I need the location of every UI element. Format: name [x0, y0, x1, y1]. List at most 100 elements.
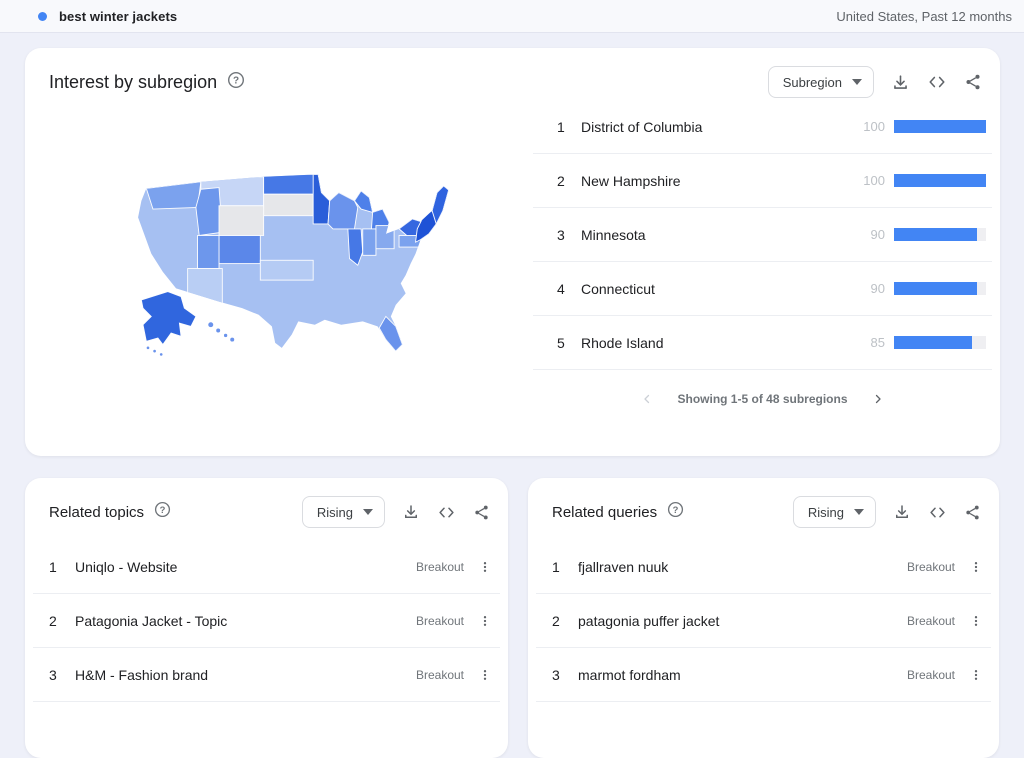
embed-button[interactable] — [927, 73, 947, 91]
sort-value: Rising — [316, 504, 353, 520]
list-item[interactable]: 3 H&M - Fashion brand Breakout — [33, 648, 500, 702]
view-mode-value: Subregion — [782, 74, 842, 90]
scope-label: United States, Past 12 months — [836, 8, 1012, 24]
list-item[interactable]: 1 Uniqlo - Website Breakout — [33, 540, 500, 594]
chevron-right-icon — [875, 394, 881, 404]
kebab-menu-icon — [974, 669, 978, 680]
row-menu-button[interactable] — [965, 665, 987, 685]
kebab-menu-icon — [974, 561, 978, 572]
list-item[interactable]: 3 marmot fordham Breakout — [536, 648, 991, 702]
kebab-menu-icon — [483, 669, 487, 680]
value-bar — [894, 120, 986, 133]
region-name: New Hampshire — [581, 172, 681, 189]
us-map-svg — [138, 174, 449, 356]
series-color-dot — [38, 11, 47, 21]
card-title: Related topics — [49, 503, 145, 521]
embed-button[interactable] — [437, 504, 456, 521]
row-menu-button[interactable] — [965, 611, 987, 631]
us-choropleth-map[interactable] — [100, 143, 490, 366]
value-bar — [894, 336, 986, 349]
kebab-menu-icon — [483, 561, 487, 572]
value-bar — [894, 228, 986, 241]
topic-label: H&M - Fashion brand — [75, 666, 209, 683]
next-page-button[interactable] — [870, 391, 886, 407]
row-menu-button[interactable] — [474, 611, 496, 631]
value-bar — [894, 282, 986, 295]
row-menu-button[interactable] — [474, 557, 496, 577]
hawaii-shape — [208, 322, 235, 342]
pagination: Showing 1-5 of 48 subregions — [533, 370, 992, 428]
embed-button[interactable] — [928, 504, 947, 521]
region-name: Minnesota — [581, 226, 646, 243]
download-icon — [405, 505, 417, 518]
table-row[interactable]: 3 Minnesota 90 — [533, 208, 992, 262]
kebab-menu-icon — [483, 615, 487, 626]
region-name: Connecticut — [581, 280, 655, 297]
alaska-shape — [140, 291, 197, 346]
card-title: Related queries — [552, 503, 658, 521]
share-button[interactable] — [964, 73, 982, 91]
help-icon[interactable]: ? — [667, 501, 684, 523]
svg-text:?: ? — [160, 505, 166, 516]
value-bar — [894, 174, 986, 187]
share-icon — [966, 74, 980, 90]
svg-text:?: ? — [673, 505, 679, 516]
download-button[interactable] — [402, 503, 420, 521]
table-row[interactable]: 2 New Hampshire 100 — [533, 154, 992, 208]
pagination-label: Showing 1-5 of 48 subregions — [677, 392, 848, 406]
subregion-list: 1 District of Columbia 100 2 New Hampshi… — [533, 100, 992, 428]
table-row[interactable]: 5 Rhode Island 85 — [533, 316, 992, 370]
rank-label: 3 — [552, 666, 560, 683]
embed-icon — [930, 507, 945, 517]
card-title: Interest by subregion — [49, 71, 218, 92]
view-mode-dropdown[interactable]: Subregion — [767, 66, 874, 98]
sort-dropdown[interactable]: Rising — [301, 496, 385, 528]
region-value: 100 — [863, 173, 885, 188]
region-value: 85 — [870, 335, 885, 350]
chevron-down-icon — [363, 509, 373, 515]
topic-label: Patagonia Jacket - Topic — [75, 612, 228, 629]
embed-icon — [929, 76, 945, 88]
kebab-menu-icon — [974, 615, 978, 626]
table-row[interactable]: 4 Connecticut 90 — [533, 262, 992, 316]
breakout-badge: Breakout — [415, 559, 464, 574]
rank-label: 1 — [49, 558, 57, 575]
help-icon[interactable]: ? — [154, 501, 171, 523]
query-label: fjallraven nuuk — [578, 558, 669, 575]
help-icon[interactable]: ? — [227, 71, 245, 94]
prev-page-button[interactable] — [639, 391, 655, 407]
download-button[interactable] — [893, 503, 911, 521]
table-row[interactable]: 1 District of Columbia 100 — [533, 100, 992, 154]
rank-label: 2 — [49, 612, 57, 629]
rank-label: 2 — [557, 172, 565, 189]
sort-value: Rising — [807, 504, 844, 520]
search-summary-bar: best winter jackets United States, Past … — [0, 0, 1024, 33]
search-term-chip[interactable]: best winter jackets — [38, 9, 177, 24]
list-item[interactable]: 2 Patagonia Jacket - Topic Breakout — [33, 594, 500, 648]
list-item[interactable]: 1 fjallraven nuuk Breakout — [536, 540, 991, 594]
svg-text:?: ? — [233, 75, 239, 86]
chevron-down-icon — [854, 509, 864, 515]
chevron-down-icon — [852, 79, 862, 85]
rank-label: 1 — [557, 118, 565, 135]
breakout-badge: Breakout — [906, 667, 955, 682]
sort-dropdown[interactable]: Rising — [792, 496, 876, 528]
breakout-badge: Breakout — [906, 613, 955, 628]
related-queries-card: Related queries ? Rising 1 fjallraven nu — [528, 478, 999, 758]
region-value: 90 — [870, 281, 885, 296]
breakout-badge: Breakout — [415, 613, 464, 628]
list-item[interactable]: 2 patagonia puffer jacket Breakout — [536, 594, 991, 648]
embed-icon — [439, 507, 454, 517]
breakout-badge: Breakout — [906, 559, 955, 574]
share-button[interactable] — [964, 504, 981, 521]
region-name: District of Columbia — [581, 118, 703, 135]
rank-label: 3 — [557, 226, 565, 243]
row-menu-button[interactable] — [474, 665, 496, 685]
share-button[interactable] — [473, 504, 490, 521]
row-menu-button[interactable] — [965, 557, 987, 577]
download-button[interactable] — [891, 73, 910, 92]
rank-label: 4 — [557, 280, 565, 297]
query-label: patagonia puffer jacket — [578, 612, 720, 629]
related-topics-card: Related topics ? Rising 1 Uniqlo - Websi — [25, 478, 508, 758]
topic-label: Uniqlo - Website — [75, 558, 178, 575]
